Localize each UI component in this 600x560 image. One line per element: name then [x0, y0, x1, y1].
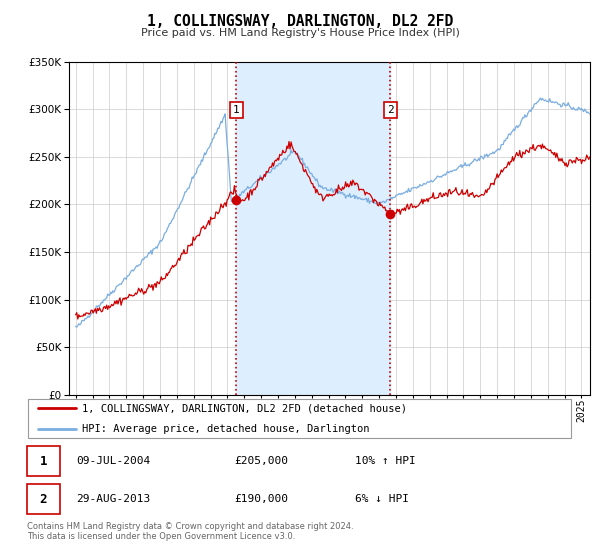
Text: Contains HM Land Registry data © Crown copyright and database right 2024.
This d: Contains HM Land Registry data © Crown c…: [27, 522, 353, 542]
Text: 10% ↑ HPI: 10% ↑ HPI: [355, 456, 415, 466]
Text: 1, COLLINGSWAY, DARLINGTON, DL2 2FD (detached house): 1, COLLINGSWAY, DARLINGTON, DL2 2FD (det…: [82, 403, 407, 413]
Text: Price paid vs. HM Land Registry's House Price Index (HPI): Price paid vs. HM Land Registry's House …: [140, 28, 460, 38]
Text: 6% ↓ HPI: 6% ↓ HPI: [355, 494, 409, 504]
Text: 1: 1: [233, 105, 239, 115]
FancyBboxPatch shape: [28, 399, 571, 438]
Text: 2: 2: [387, 105, 394, 115]
Text: £205,000: £205,000: [235, 456, 289, 466]
FancyBboxPatch shape: [27, 484, 60, 514]
Text: 09-JUL-2004: 09-JUL-2004: [76, 456, 151, 466]
Text: £190,000: £190,000: [235, 494, 289, 504]
Text: 2: 2: [40, 493, 47, 506]
FancyBboxPatch shape: [27, 446, 60, 477]
Bar: [236, 62, 390, 395]
Text: 29-AUG-2013: 29-AUG-2013: [76, 494, 151, 504]
Text: 1: 1: [40, 455, 47, 468]
Text: HPI: Average price, detached house, Darlington: HPI: Average price, detached house, Darl…: [82, 424, 369, 434]
Text: 1, COLLINGSWAY, DARLINGTON, DL2 2FD: 1, COLLINGSWAY, DARLINGTON, DL2 2FD: [147, 14, 453, 29]
